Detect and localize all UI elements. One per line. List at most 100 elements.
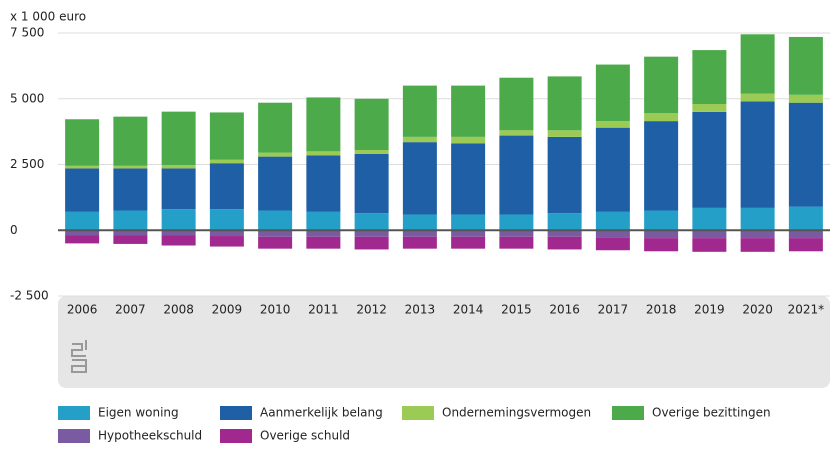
bar-segment bbox=[113, 210, 148, 231]
bar-segment bbox=[402, 236, 437, 249]
bar-segment bbox=[692, 207, 727, 231]
bar-segment bbox=[65, 119, 100, 166]
bar-segment bbox=[306, 230, 341, 237]
y-tick-label: 5 000 bbox=[10, 91, 44, 105]
legend-swatch bbox=[612, 406, 644, 420]
bar-segment bbox=[354, 98, 389, 151]
bar-segment bbox=[209, 230, 244, 237]
bar-segment bbox=[354, 236, 389, 250]
bar-segment bbox=[402, 142, 437, 215]
bar-segment bbox=[595, 237, 630, 251]
bar-segment bbox=[113, 168, 148, 211]
bar-segment bbox=[595, 121, 630, 128]
y-tick-label: 7 500 bbox=[10, 26, 44, 40]
bar-segment bbox=[740, 101, 775, 208]
bar-segment bbox=[595, 211, 630, 231]
legend-label: Ondernemingsvermogen bbox=[442, 406, 591, 420]
bar-segment bbox=[354, 230, 389, 237]
bar-segment bbox=[354, 150, 389, 154]
bar-segment bbox=[306, 151, 341, 156]
bar-segment bbox=[740, 34, 775, 94]
bar-segment bbox=[161, 230, 196, 236]
bar-segment bbox=[258, 152, 293, 157]
bar-segment bbox=[354, 153, 389, 214]
bar-segment bbox=[113, 116, 148, 166]
bar-segment bbox=[209, 112, 244, 160]
bar-segment bbox=[499, 77, 534, 131]
x-tick-label: 2010 bbox=[260, 303, 291, 317]
bar-segment bbox=[161, 235, 196, 246]
x-tick-label: 2006 bbox=[67, 303, 98, 317]
x-tick-label: 2016 bbox=[549, 303, 580, 317]
bar-segment bbox=[451, 143, 486, 215]
bar-segment bbox=[692, 50, 727, 105]
bar-segment bbox=[451, 214, 486, 231]
bar-segment bbox=[740, 93, 775, 102]
bar-segment bbox=[161, 165, 196, 169]
bar-segment bbox=[451, 136, 486, 144]
bar-segment bbox=[692, 104, 727, 112]
bar-segment bbox=[209, 163, 244, 210]
bar-segment bbox=[65, 235, 100, 244]
bar-segment bbox=[788, 206, 823, 231]
bar-segment bbox=[644, 121, 679, 211]
bar-segment bbox=[65, 211, 100, 231]
bar-segment bbox=[354, 213, 389, 231]
legend-swatch bbox=[58, 406, 90, 420]
logo bbox=[71, 340, 87, 373]
bar-segment bbox=[65, 230, 100, 236]
legend-label: Hypotheekschuld bbox=[98, 429, 202, 443]
bar-segment bbox=[258, 236, 293, 249]
x-tick-label: 2015 bbox=[501, 303, 532, 317]
bar-segment bbox=[499, 236, 534, 249]
bar-segment bbox=[547, 136, 582, 214]
bar-segment bbox=[644, 230, 679, 239]
bar-segment bbox=[788, 238, 823, 252]
bar-segment bbox=[644, 238, 679, 252]
bar-segment bbox=[547, 130, 582, 137]
legend-label: Aanmerkelijk belang bbox=[260, 406, 383, 420]
legend-swatch bbox=[220, 429, 252, 443]
bar-segment bbox=[547, 76, 582, 131]
legend-swatch bbox=[402, 406, 434, 420]
bar-segment bbox=[451, 236, 486, 249]
legend-label: Eigen woning bbox=[98, 406, 179, 420]
bar-segment bbox=[306, 236, 341, 249]
x-tick-label: 2019 bbox=[694, 303, 725, 317]
bar-segment bbox=[402, 136, 437, 143]
bar-segment bbox=[740, 230, 775, 239]
bar-segment bbox=[113, 235, 148, 244]
x-tick-label: 2018 bbox=[646, 303, 677, 317]
x-tick-label: 2020 bbox=[742, 303, 773, 317]
legend-label: Overige bezittingen bbox=[652, 406, 771, 420]
bar-segment bbox=[644, 113, 679, 122]
legend-label: Overige schuld bbox=[260, 429, 350, 443]
bar-segment bbox=[547, 213, 582, 231]
bar-segment bbox=[209, 209, 244, 231]
y-tick-label: -2 500 bbox=[10, 289, 49, 303]
x-tick-label: 2017 bbox=[598, 303, 629, 317]
y-tick-label: 2 500 bbox=[10, 157, 44, 171]
bar-segment bbox=[258, 230, 293, 237]
bar-segment bbox=[595, 230, 630, 238]
bar-segment bbox=[113, 165, 148, 169]
legend-swatch bbox=[58, 429, 90, 443]
x-tick-label: 2013 bbox=[405, 303, 436, 317]
bar-segment bbox=[547, 236, 582, 250]
bar-segment bbox=[65, 165, 100, 169]
x-tick-label: 2021* bbox=[788, 303, 825, 317]
x-tick-label: 2011 bbox=[308, 303, 339, 317]
x-tick-label: 2009 bbox=[212, 303, 243, 317]
bar-segment bbox=[161, 209, 196, 231]
bar-segment bbox=[740, 207, 775, 231]
bar-segment bbox=[788, 102, 823, 207]
bar-segment bbox=[306, 211, 341, 231]
bar-segment bbox=[595, 127, 630, 212]
y-axis-label: x 1 000 euro bbox=[10, 10, 86, 24]
bar-segment bbox=[692, 111, 727, 208]
bar-segment bbox=[595, 64, 630, 122]
bar-segment bbox=[499, 130, 534, 136]
legend-swatch bbox=[220, 406, 252, 420]
y-tick-label: 0 bbox=[10, 223, 18, 237]
